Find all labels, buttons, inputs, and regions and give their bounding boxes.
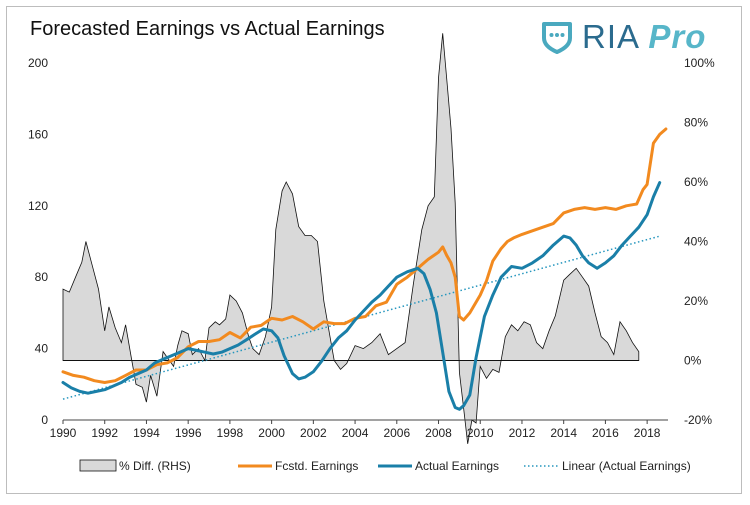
x-tick-label: 1992 (91, 426, 118, 440)
x-tick-label: 2000 (258, 426, 285, 440)
shield-icon (542, 22, 572, 54)
x-tick-label: 2014 (550, 426, 577, 440)
x-tick-label: 2004 (342, 426, 369, 440)
y-right-tick-label: 20% (684, 294, 708, 308)
legend-swatch-diff (79, 459, 117, 472)
legend-label: Actual Earnings (415, 459, 499, 473)
x-tick-label: 2016 (592, 426, 619, 440)
y-right-tick-label: 40% (684, 235, 708, 249)
x-tick-label: 1996 (175, 426, 202, 440)
series-forecast-line (61, 127, 668, 384)
y-left-tick-label: 0 (41, 413, 48, 427)
series-actual-line (61, 181, 662, 411)
y-left-tick-label: 160 (28, 127, 48, 141)
x-tick-label: 1998 (217, 426, 244, 440)
x-tick-label: 2008 (425, 426, 452, 440)
logo-text: RIA Pro (582, 18, 706, 56)
logo-text-ria: RIA (582, 18, 639, 55)
x-tick-label: 2002 (300, 426, 327, 440)
legend-label: Fcstd. Earnings (275, 459, 358, 473)
y-right-tick-label: 60% (684, 175, 708, 189)
x-tick-label: 2018 (634, 426, 661, 440)
y-left-tick-label: 120 (28, 199, 48, 213)
y-right-tick-label: 80% (684, 116, 708, 130)
y-left-tick-label: 80 (35, 270, 49, 284)
x-tick-label: 1994 (133, 426, 160, 440)
chart-title: Forecasted Earnings vs Actual Earnings (30, 18, 385, 40)
legend-label: Linear (Actual Earnings) (562, 459, 691, 473)
series-diff-area (62, 33, 640, 444)
x-tick-label: 2010 (467, 426, 494, 440)
y-right-tick-label: 0% (684, 354, 702, 368)
x-tick-label: 2006 (383, 426, 410, 440)
y-left-tick-label: 200 (28, 56, 48, 70)
logo-text-pro: Pro (648, 18, 707, 55)
y-right-tick-label: 100% (684, 56, 715, 70)
legend-label: % Diff. (RHS) (119, 459, 191, 473)
x-tick-label: 2012 (509, 426, 536, 440)
y-right-tick-label: -20% (684, 413, 712, 427)
y-left-tick-label: 40 (35, 342, 49, 356)
x-tick-label: 1990 (50, 426, 77, 440)
ria-pro-logo: RIA Pro (538, 16, 738, 56)
